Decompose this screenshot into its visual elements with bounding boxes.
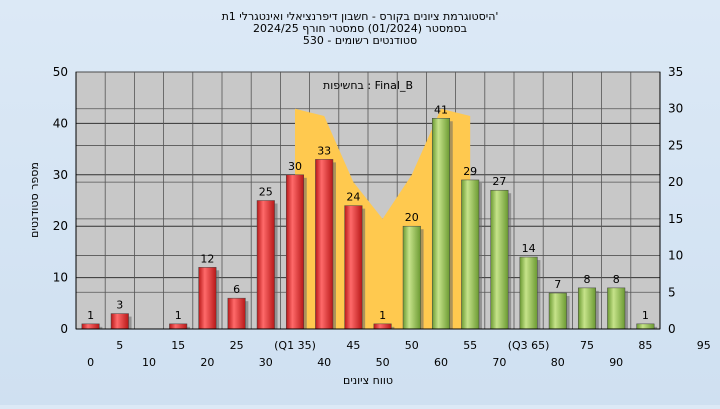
bar-value-label: 27 (492, 175, 506, 188)
y2-tick-label: 0 (668, 322, 676, 336)
y2-tick-label: 20 (668, 175, 683, 189)
bar (461, 179, 480, 330)
bar-value-label: 24 (346, 191, 360, 204)
bar (607, 287, 626, 330)
y-tick-label: 50 (53, 65, 68, 79)
bar (548, 292, 567, 330)
bar-value-label: 8 (613, 273, 620, 286)
bar (373, 323, 392, 330)
bar-value-label: 6 (233, 283, 240, 296)
y-tick-label: 0 (60, 322, 68, 336)
x-tick-label: 15 (171, 339, 185, 352)
x-tick-label: 85 (638, 339, 652, 352)
bars (81, 118, 658, 330)
x-tick-label: 20 (200, 356, 214, 369)
y2-tick-label: 5 (668, 285, 676, 299)
x-tick-label: 25 (230, 339, 244, 352)
x-tick-label: 55 (463, 339, 477, 352)
x-tick-label: 75 (580, 339, 594, 352)
bar-value-label: 1 (379, 309, 386, 322)
x-tick-label: 95 (697, 339, 711, 352)
bar-value-label: 1 (642, 309, 649, 322)
x-tick-label: (Q3 65) (508, 339, 550, 352)
bar (198, 267, 217, 330)
bar (402, 225, 421, 330)
bar (169, 323, 188, 330)
y2-tick-label: 35 (668, 65, 683, 79)
bar-value-label: 1 (87, 309, 94, 322)
x-tick-label: 90 (609, 356, 623, 369)
y2-tick-label: 25 (668, 138, 683, 152)
bar (110, 313, 129, 330)
x-tick-label: (Q1 35) (274, 339, 316, 352)
bar (81, 323, 100, 330)
bar (577, 287, 597, 330)
bar (431, 118, 451, 330)
x-tick-label: 80 (551, 356, 565, 369)
x-tick-label: 40 (317, 356, 331, 369)
bar-value-label: 41 (434, 103, 448, 116)
chart-annotation: בחשיפות : Final_B (323, 79, 413, 92)
y2-tick-label: 10 (668, 249, 683, 263)
bar (519, 256, 538, 330)
bar (315, 159, 334, 330)
bar-value-label: 3 (116, 299, 123, 312)
bar-value-label: 33 (317, 144, 331, 157)
x-tick-label: 5 (116, 339, 123, 352)
bar (285, 174, 305, 330)
bar-value-label: 7 (554, 278, 561, 291)
y-tick-label: 30 (53, 168, 68, 182)
y-axis-title: מספר סטודנטים (28, 162, 41, 238)
x-tick-label: 70 (492, 356, 506, 369)
bar-value-label: 25 (259, 186, 273, 199)
x-tick-label: 50 (376, 356, 390, 369)
y-tick-label: 10 (53, 271, 68, 285)
bar (490, 189, 509, 330)
title-line: היסטוגרמת ציונים בקורס - חשבון דיפרנציאל… (222, 10, 499, 23)
x-axis-title: טווח ציונים (343, 374, 393, 387)
y-tick-label: 40 (53, 116, 68, 130)
bar-value-label: 14 (522, 242, 536, 255)
area-series (295, 108, 471, 329)
bar-value-label: 29 (463, 165, 477, 178)
y2-tick-label: 15 (668, 212, 683, 226)
x-tick-label: 60 (434, 356, 448, 369)
x-tick-label: 45 (346, 339, 360, 352)
y-tick-label: 20 (53, 219, 68, 233)
title-line: סטודנטים רשומים - 530 (303, 34, 417, 47)
bar (227, 297, 246, 330)
data-labels: 1 3 1 12 6 25 30 33 24 1 20 41 29 27 14 7 8 8 1 (87, 103, 649, 322)
bar-value-label: 20 (405, 211, 419, 224)
area-fill (295, 108, 471, 329)
chart-title: היסטוגרמת ציונים בקורס - חשבון דיפרנציאל… (222, 10, 499, 47)
bar-value-label: 8 (584, 273, 591, 286)
bar-value-label: 1 (175, 309, 182, 322)
bar (344, 205, 363, 330)
title-line: בסמסטר (01/2024) סמסטר חורף 2024/25 (253, 22, 467, 35)
x-tick-label: 50 (405, 339, 419, 352)
x-tick-label: 0 (87, 356, 94, 369)
bar (256, 200, 275, 330)
bar-value-label: 12 (200, 252, 214, 265)
x-tick-label: 10 (142, 356, 156, 369)
bar-value-label: 30 (288, 160, 302, 173)
y2-tick-label: 30 (668, 102, 683, 116)
bar (636, 323, 655, 330)
x-tick-label: 30 (259, 356, 273, 369)
